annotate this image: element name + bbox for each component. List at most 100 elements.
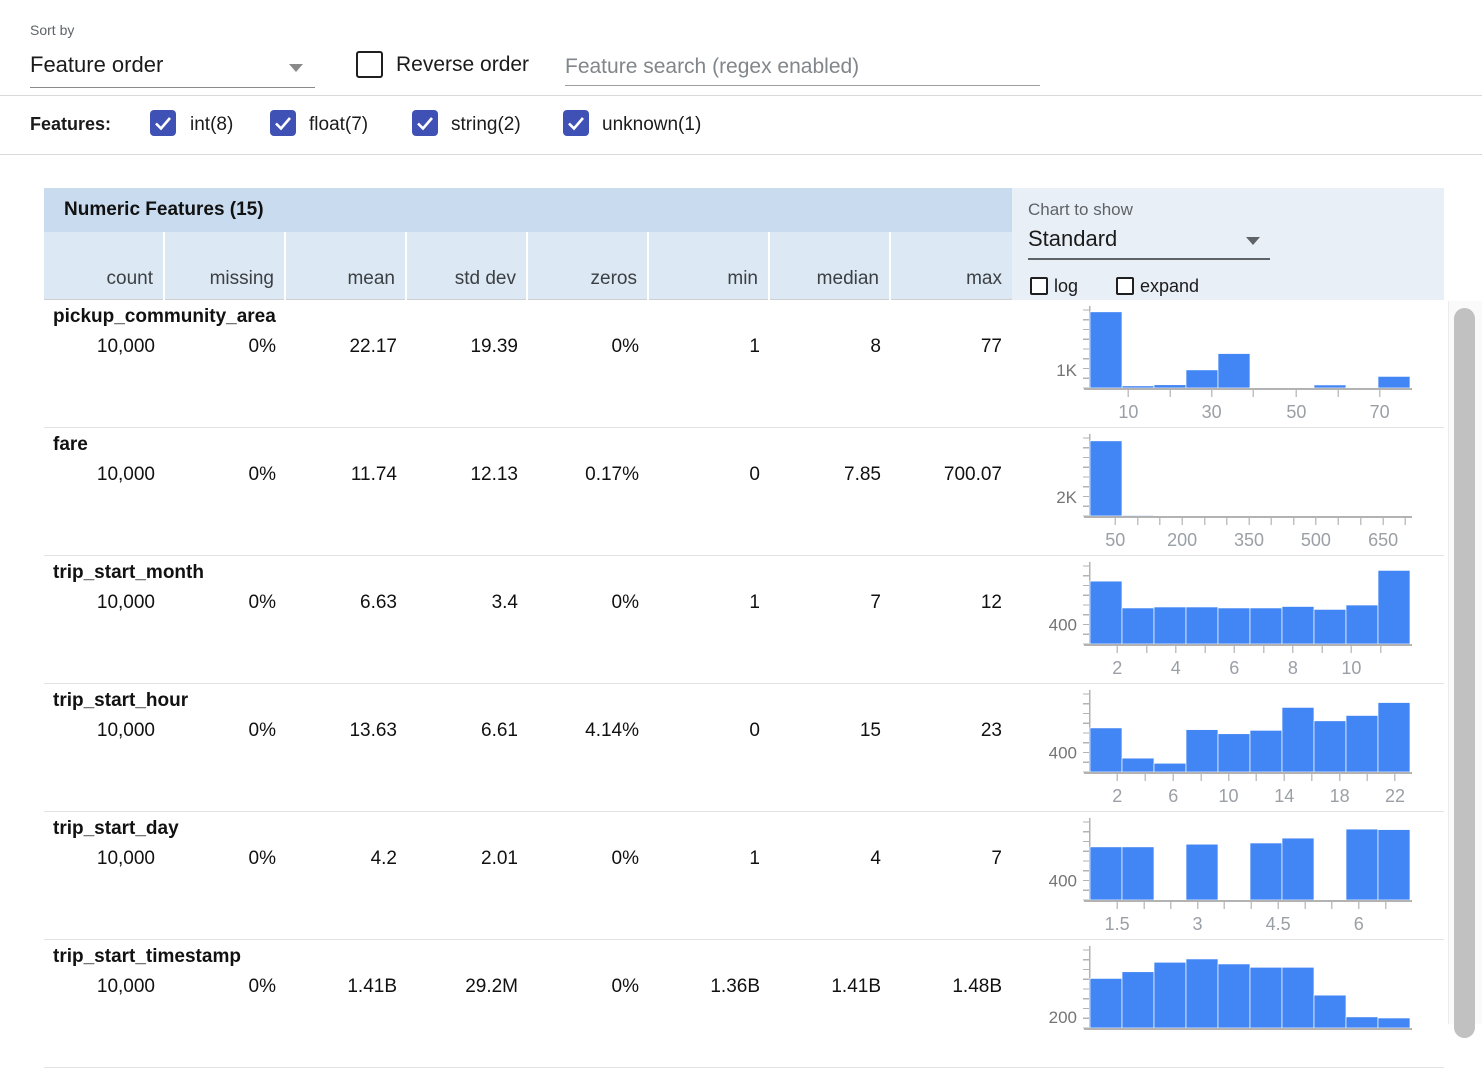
column-header-zeros: zeros <box>528 232 649 300</box>
stat-value: 10,000 <box>44 336 165 358</box>
stat-value: 29.2M <box>407 976 528 998</box>
stat-value: 10,000 <box>44 976 165 998</box>
unknown-filter-checkbox[interactable] <box>563 110 589 136</box>
x-tick-label: 200 <box>1167 530 1197 550</box>
x-tick-label: 650 <box>1368 530 1398 550</box>
stat-value: 0.17% <box>528 464 649 486</box>
stat-value: 10,000 <box>44 848 165 870</box>
stat-value: 0% <box>165 464 286 486</box>
x-tick-label: 6 <box>1229 658 1239 678</box>
stat-value: 1.36B <box>649 976 770 998</box>
feature-name: trip_start_day <box>53 818 179 840</box>
stat-value: 1.41B <box>286 976 407 998</box>
string-filter-label: string(2) <box>451 114 521 136</box>
reverse-order-label: Reverse order <box>396 53 529 77</box>
table-title-bar: Numeric Features (15) <box>44 188 1012 232</box>
checkmark-icon <box>150 110 176 136</box>
stat-value: 1 <box>649 848 770 870</box>
column-header-count: count <box>44 232 165 300</box>
stat-value: 10,000 <box>44 464 165 486</box>
stat-value: 0% <box>528 592 649 614</box>
y-axis-label: 400 <box>1049 872 1077 891</box>
stat-value: 1.48B <box>891 976 1012 998</box>
stat-value: 0% <box>528 976 649 998</box>
toolbar: Sort by Feature order Reverse order <box>0 0 1482 96</box>
stat-value: 7 <box>770 592 891 614</box>
x-tick-label: 14 <box>1274 786 1294 806</box>
stats-column-headers: count missing mean std dev zeros min med… <box>44 232 1012 300</box>
checkmark-icon <box>412 110 438 136</box>
feature-name: fare <box>53 434 88 456</box>
x-tick-label: 2 <box>1112 786 1122 806</box>
x-tick-label: 10 <box>1341 658 1361 678</box>
feature-name: trip_start_month <box>53 562 204 584</box>
stat-value: 8 <box>770 336 891 358</box>
x-tick-label: 50 <box>1105 530 1125 550</box>
vertical-scrollbar-track[interactable] <box>1448 301 1482 1024</box>
stat-value: 0% <box>165 848 286 870</box>
stat-value: 2.01 <box>407 848 528 870</box>
int-filter-checkbox[interactable] <box>150 110 176 136</box>
x-tick-label: 70 <box>1370 402 1390 422</box>
float-filter-checkbox[interactable] <box>270 110 296 136</box>
y-axis-label: 2K <box>1056 488 1077 507</box>
stat-value: 10,000 <box>44 720 165 742</box>
column-header-median: median <box>770 232 891 300</box>
x-tick-label: 4.5 <box>1266 914 1291 934</box>
log-label: log <box>1054 276 1078 297</box>
feature-name: trip_start_timestamp <box>53 946 241 968</box>
chevron-down-icon <box>289 64 303 72</box>
stat-value: 4.2 <box>286 848 407 870</box>
stat-value: 0 <box>649 464 770 486</box>
reverse-order-checkbox[interactable] <box>356 51 383 78</box>
checkmark-icon <box>270 110 296 136</box>
column-header-stddev: std dev <box>407 232 528 300</box>
stat-value: 23 <box>891 720 1012 742</box>
x-tick-label: 6 <box>1354 914 1364 934</box>
stat-value: 7.85 <box>770 464 891 486</box>
stat-value: 1.41B <box>770 976 891 998</box>
string-filter-checkbox[interactable] <box>412 110 438 136</box>
column-header-missing: missing <box>165 232 286 300</box>
sort-by-label: Sort by <box>30 22 74 38</box>
stat-value: 11.74 <box>286 464 407 486</box>
feature-type-filter-bar: Features: int(8) float(7) string(2) unkn… <box>0 97 1482 155</box>
stat-value: 1 <box>649 592 770 614</box>
table-title: Numeric Features (15) <box>64 199 264 221</box>
expand-checkbox[interactable] <box>1116 277 1134 295</box>
stat-value: 1 <box>649 336 770 358</box>
chevron-down-icon <box>1246 237 1260 245</box>
y-axis-label: 400 <box>1049 744 1077 763</box>
stat-value: 0% <box>165 976 286 998</box>
y-axis-label: 200 <box>1049 1008 1077 1027</box>
sort-order-select[interactable]: Feature order <box>30 48 315 88</box>
stat-value: 4 <box>770 848 891 870</box>
chart-type-value: Standard <box>1028 226 1117 252</box>
x-tick-label: 350 <box>1234 530 1264 550</box>
stat-value: 7 <box>891 848 1012 870</box>
stat-value: 19.39 <box>407 336 528 358</box>
vertical-scrollbar-thumb[interactable] <box>1454 308 1475 1038</box>
chart-type-select[interactable]: Standard <box>1028 224 1270 260</box>
stat-value: 6.63 <box>286 592 407 614</box>
feature-search-input[interactable] <box>565 48 1040 86</box>
x-tick-label: 10 <box>1219 786 1239 806</box>
int-filter-label: int(8) <box>190 114 233 136</box>
x-tick-label: 30 <box>1202 402 1222 422</box>
y-axis-label: 400 <box>1049 616 1077 635</box>
log-checkbox[interactable] <box>1030 277 1048 295</box>
stat-value: 12 <box>891 592 1012 614</box>
expand-label: expand <box>1140 276 1199 297</box>
chart-controls-panel: Chart to show Standard log expand <box>1012 188 1444 300</box>
